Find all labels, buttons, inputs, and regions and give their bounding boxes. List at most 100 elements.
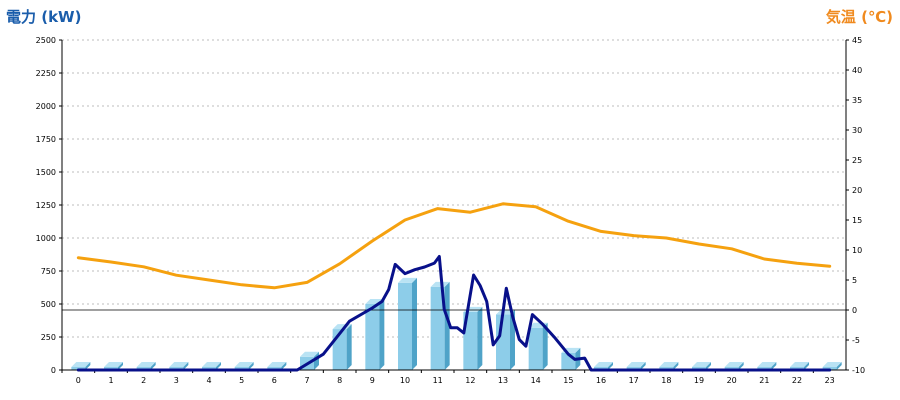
bar — [528, 322, 548, 370]
bar-side — [412, 277, 417, 370]
bar-side — [183, 362, 189, 370]
bar-side — [477, 306, 483, 370]
x-tick-label: 9 — [370, 376, 375, 385]
x-tick-label: 16 — [596, 376, 606, 385]
bar-top — [822, 362, 842, 367]
line-series — [76, 202, 832, 372]
bar-side — [804, 362, 809, 370]
bar-top — [398, 277, 417, 283]
left-tick-label: 1500 — [36, 168, 56, 177]
bar-top — [790, 362, 809, 367]
bar-front — [463, 311, 478, 370]
bar-side — [216, 362, 221, 370]
bar-front — [430, 286, 445, 370]
bar-top — [659, 362, 679, 367]
right-tick-label: 15 — [852, 216, 862, 225]
bar — [463, 306, 483, 370]
bar-top — [71, 362, 91, 367]
bar-side — [771, 362, 777, 370]
right-tick-label: 45 — [852, 36, 862, 45]
x-tick-label: 18 — [661, 376, 671, 385]
bar-top — [169, 362, 189, 367]
right-tick-label: 40 — [852, 66, 862, 75]
x-tick-label: 0 — [76, 376, 81, 385]
bar — [398, 277, 417, 370]
bar-top — [202, 362, 221, 367]
x-tick-label: 3 — [174, 376, 179, 385]
bar-side — [150, 362, 156, 370]
bar-side — [738, 362, 744, 370]
left-axis-title: 電力 (kW) — [6, 8, 81, 26]
right-tick-label: -5 — [852, 336, 860, 345]
right-axis-title: 気温 (℃) — [826, 8, 893, 26]
bar-side — [346, 324, 352, 370]
x-tick-label: 21 — [759, 376, 769, 385]
bar-side — [444, 281, 450, 370]
x-tick-label: 8 — [337, 376, 342, 385]
bar-top — [692, 362, 711, 367]
right-tick-label: 35 — [852, 96, 862, 105]
bar-side — [640, 362, 646, 370]
bar-top — [104, 362, 123, 367]
right-tick-label: 5 — [852, 276, 857, 285]
bar-front — [496, 314, 510, 370]
left-tick-label: 500 — [41, 300, 56, 309]
x-tick-label: 22 — [792, 376, 802, 385]
bar-front — [398, 282, 412, 370]
bar-top — [300, 351, 319, 357]
bar-side — [379, 299, 385, 370]
axes — [59, 39, 849, 373]
right-tick-label: 25 — [852, 156, 862, 165]
bar-side — [248, 362, 254, 370]
bar-side — [281, 362, 287, 370]
bar — [430, 281, 450, 370]
left-tick-label: 750 — [41, 267, 56, 276]
x-tick-label: 7 — [304, 376, 309, 385]
x-tick-label: 19 — [694, 376, 704, 385]
bar-side — [836, 362, 842, 370]
x-tick-label: 6 — [272, 376, 277, 385]
x-tick-label: 1 — [108, 376, 113, 385]
bar-top — [267, 362, 287, 367]
x-tick-label: 4 — [206, 376, 211, 385]
right-tick-label: -10 — [852, 366, 865, 375]
right-tick-label: 10 — [852, 246, 862, 255]
x-tick-label: 11 — [433, 376, 443, 385]
x-tick-label: 12 — [465, 376, 475, 385]
bar-side — [608, 362, 613, 370]
left-tick-label: 0 — [51, 366, 56, 375]
x-tick-label: 17 — [629, 376, 639, 385]
left-tick-label: 2500 — [36, 36, 56, 45]
bar-series — [71, 277, 842, 370]
left-tick-label: 250 — [41, 333, 56, 342]
bar-top — [757, 362, 777, 367]
bar-side — [118, 362, 123, 370]
bar-side — [673, 362, 679, 370]
temperature-line — [76, 202, 832, 290]
left-tick-label: 2000 — [36, 102, 56, 111]
power-line — [76, 255, 832, 372]
left-tick-label: 1000 — [36, 234, 56, 243]
bar — [365, 299, 385, 370]
x-tick-label: 5 — [239, 376, 244, 385]
x-tick-label: 2 — [141, 376, 146, 385]
left-tick-label: 1250 — [36, 201, 56, 210]
x-tick-label: 15 — [563, 376, 573, 385]
x-tick-label: 20 — [727, 376, 737, 385]
bar-front — [528, 327, 543, 370]
left-tick-label: 2250 — [36, 69, 56, 78]
right-tick-label: 20 — [852, 186, 862, 195]
bar-top — [234, 362, 254, 367]
x-tick-label: 10 — [400, 376, 410, 385]
x-tick-label: 23 — [825, 376, 835, 385]
bar-side — [85, 362, 91, 370]
bar-top — [626, 362, 646, 367]
x-tick-label: 13 — [498, 376, 508, 385]
right-tick-label: 0 — [852, 306, 857, 315]
left-tick-label: 1750 — [36, 135, 56, 144]
tick-labels: 02505007501000125015001750200022502500-1… — [36, 36, 865, 385]
bar-side — [706, 362, 711, 370]
x-tick-label: 14 — [531, 376, 541, 385]
gridlines — [62, 39, 846, 338]
